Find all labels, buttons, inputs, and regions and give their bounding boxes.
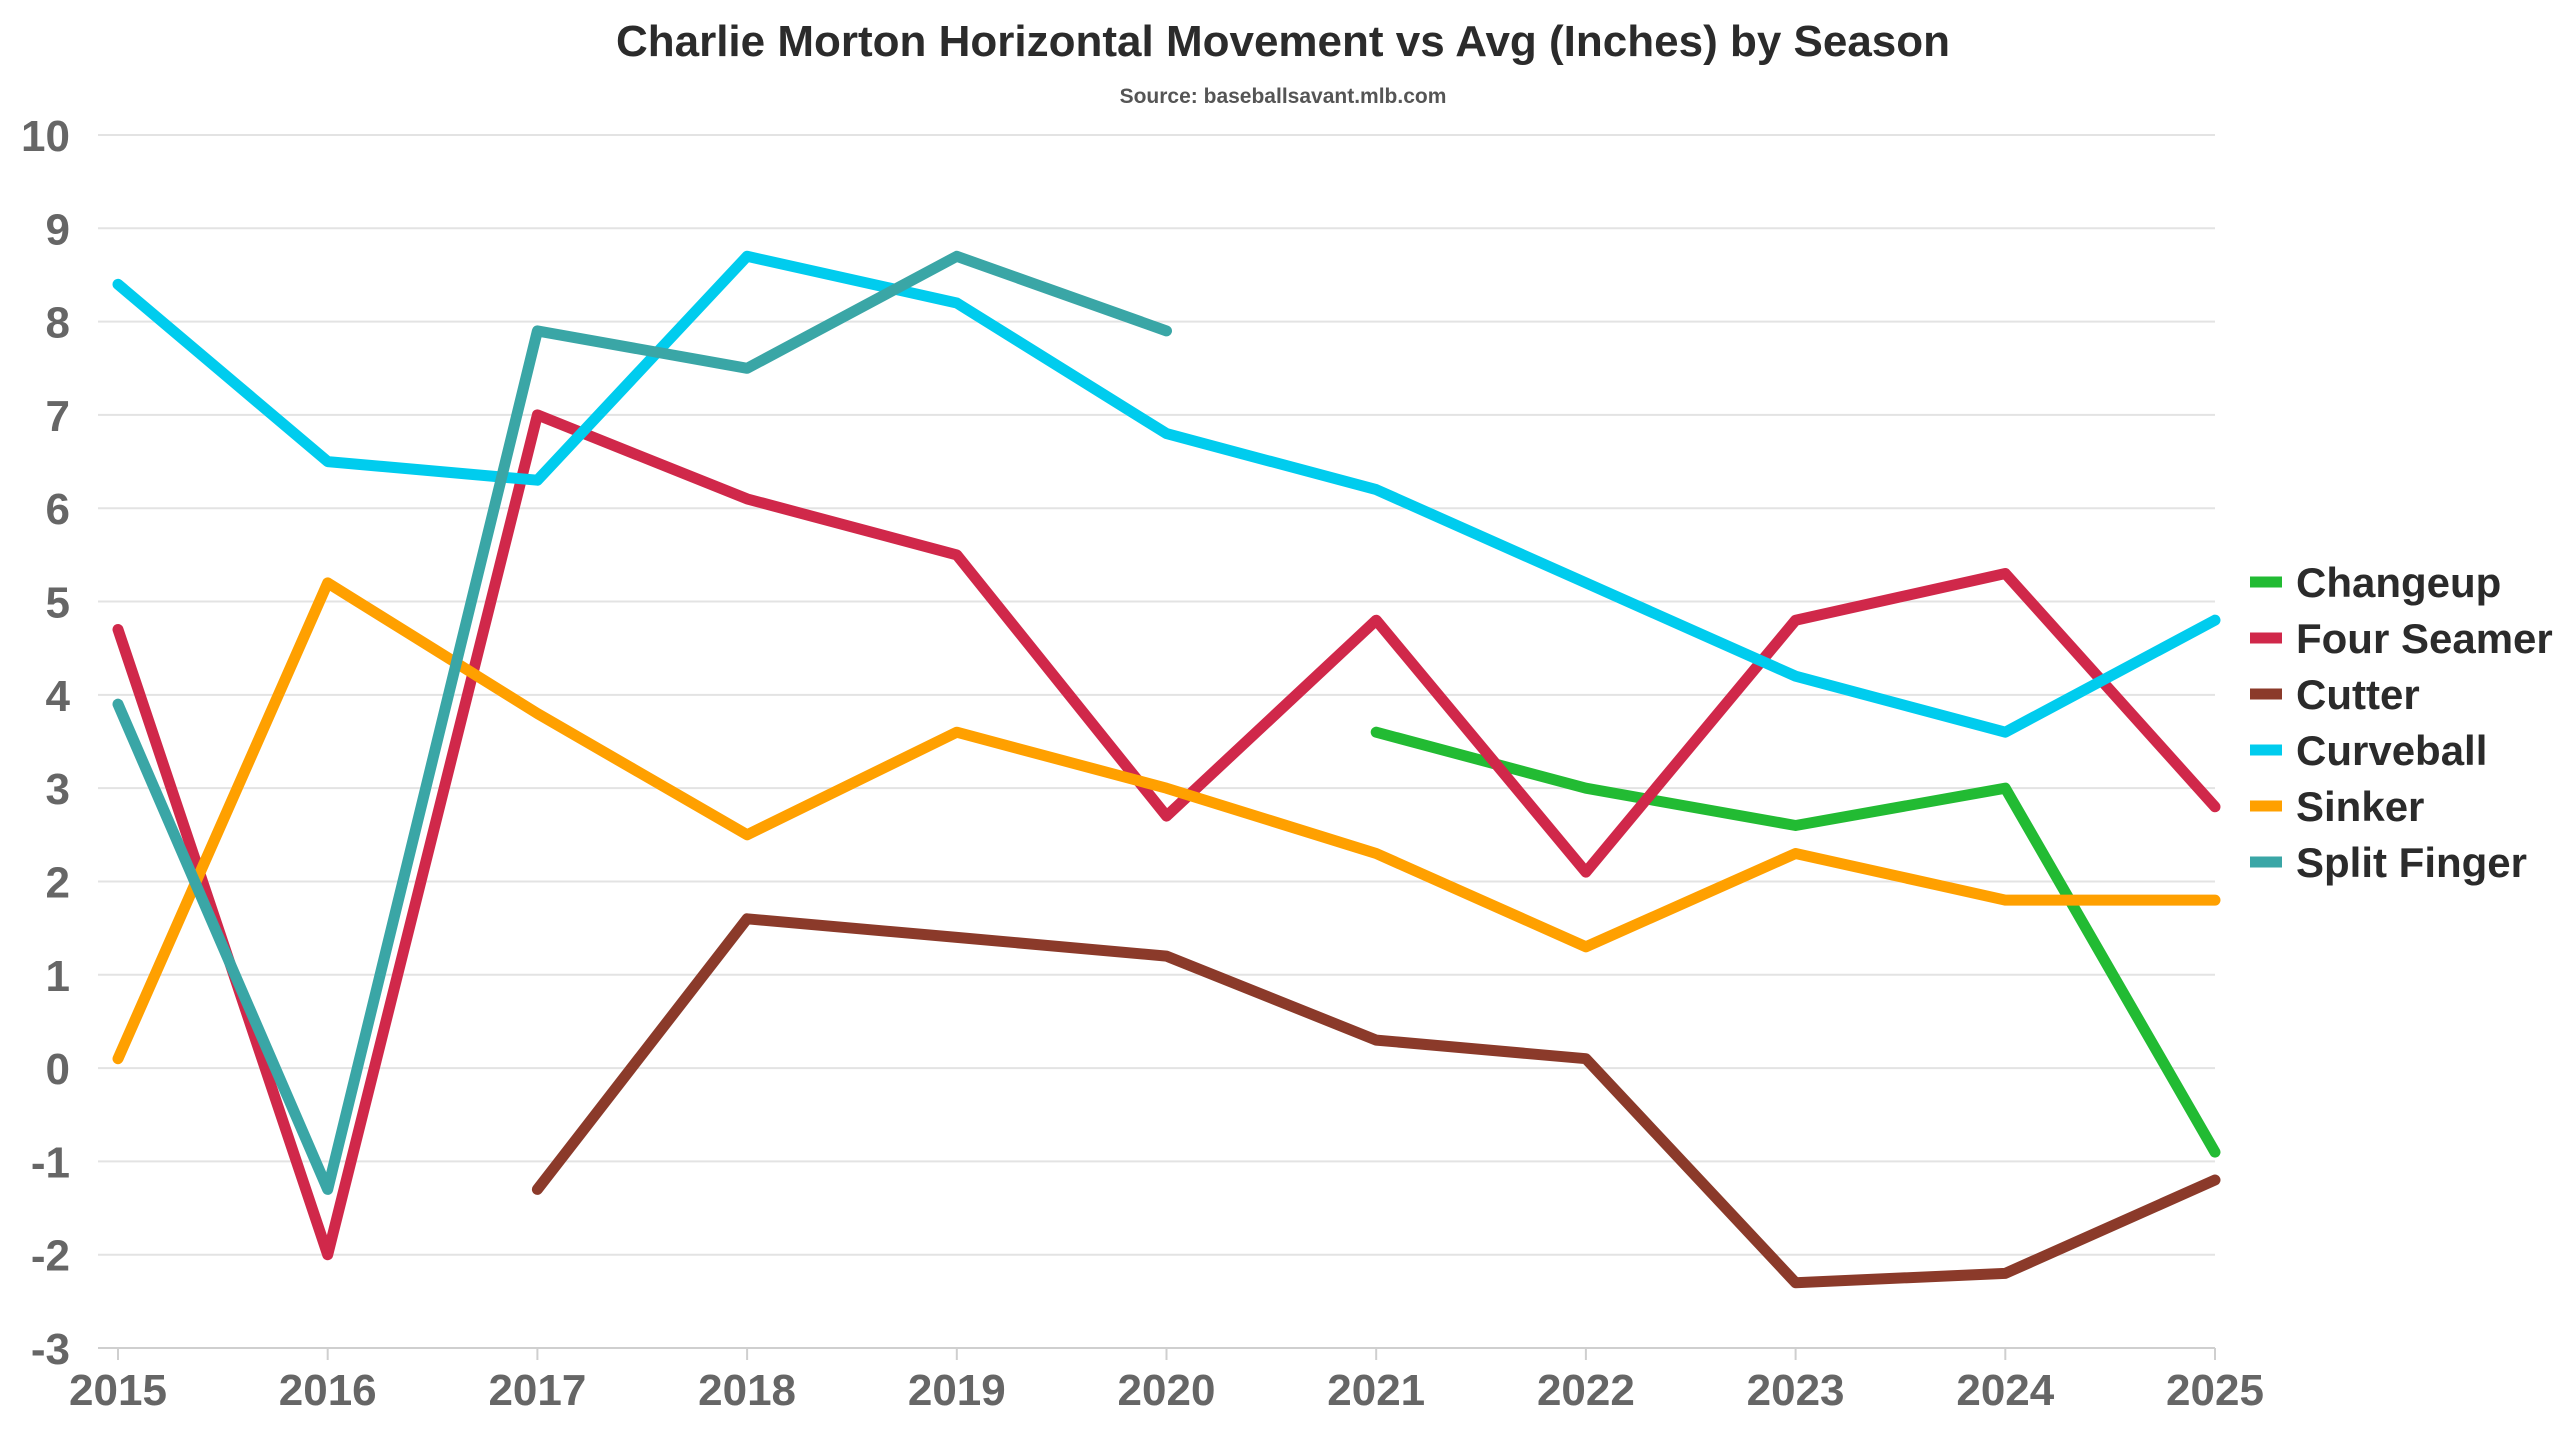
y-tick-label: -2: [31, 1232, 70, 1281]
x-tick-label: 2022: [1537, 1366, 1635, 1415]
y-tick-label: 7: [46, 392, 70, 441]
y-tick-label: -3: [31, 1325, 70, 1374]
axes: -3 -2 -1 0 1 2 3 4 5 6 7 8 9 10 2015 2016 2017 2018 2019 20…: [21, 112, 2264, 1415]
legend-label-split-finger: Split Finger: [2296, 839, 2527, 886]
y-tick-label: 6: [46, 485, 70, 534]
x-tick-label: 2017: [488, 1366, 586, 1415]
x-tick-label: 2023: [1747, 1366, 1845, 1415]
series-line-four-seamer: [112, 409, 2221, 1261]
series-lines: [112, 250, 2221, 1289]
x-tick-label: 2015: [69, 1366, 167, 1415]
y-tick-label: 10: [21, 112, 70, 161]
x-tick-label: 2024: [1956, 1366, 2054, 1415]
x-tick-label: 2018: [698, 1366, 796, 1415]
legend-label-changeup: Changeup: [2296, 559, 2501, 606]
chart-subtitle: Source: baseballsavant.mlb.com: [1120, 85, 1447, 108]
y-tick-label: 3: [46, 765, 70, 814]
legend-label-cutter: Cutter: [2296, 671, 2420, 718]
series-line-cutter: [531, 913, 2221, 1289]
series-line-sinker: [112, 577, 2221, 1065]
x-tick-label: 2025: [2166, 1366, 2264, 1415]
x-tick-label: 2016: [279, 1366, 377, 1415]
x-tick-label: 2020: [1118, 1366, 1216, 1415]
series-line-split-finger: [112, 250, 1172, 1195]
chart-title: Charlie Morton Horizontal Movement vs Av…: [616, 17, 1950, 66]
x-tick-label: 2019: [908, 1366, 1006, 1415]
y-tick-label: 4: [46, 672, 71, 721]
y-tick-label: 2: [46, 858, 70, 907]
y-tick-label: -1: [31, 1138, 70, 1187]
legend-label-curveball: Curveball: [2296, 727, 2487, 774]
x-tick-label: 2021: [1327, 1366, 1425, 1415]
y-tick-label: 8: [46, 299, 70, 348]
y-tick-label: 0: [46, 1045, 70, 1094]
y-tick-label: 5: [46, 579, 70, 628]
series-line-changeup: [1370, 726, 2221, 1158]
grid: [98, 134, 2215, 1349]
y-tick-label: 9: [46, 205, 70, 254]
legend-label-sinker: Sinker: [2296, 783, 2424, 830]
legend: Changeup Four Seamer Cutter Curveball Sinker…: [2250, 559, 2553, 886]
series-line-curveball: [112, 250, 2221, 738]
legend-label-four-seamer: Four Seamer: [2296, 615, 2553, 662]
y-tick-label: 1: [46, 952, 70, 1001]
